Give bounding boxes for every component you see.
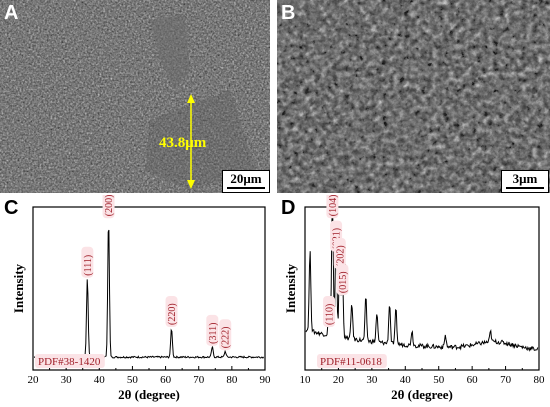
peak-label: (015) — [336, 264, 349, 296]
x-axis-label: 2θ (degree) — [118, 387, 180, 402]
xrd-chart-c: 20 30 40 50 60 70 80 90 2θ (degree) Intensity (111… — [11, 195, 272, 402]
x-tick-label: 80 — [226, 374, 238, 386]
scale-bar-b: 3μm — [501, 170, 549, 193]
peak-label-bg — [165, 296, 178, 327]
scale-line-b — [506, 187, 544, 189]
reference-label-bg — [317, 354, 387, 368]
peak-label-text: (200) — [104, 195, 115, 216]
panel-letter-c: C — [4, 197, 19, 219]
peak-label: (110) — [323, 296, 336, 327]
sem-texture-b — [277, 0, 550, 193]
scale-bar-a: 20μm — [222, 170, 270, 193]
sem-image-a: 43.8μm 20μm — [0, 0, 270, 193]
peak-label: (200) — [102, 195, 115, 219]
peak-label-bg — [206, 314, 219, 346]
x-tick-label: 30 — [366, 374, 378, 386]
x-tick-label: 50 — [433, 374, 445, 386]
x-tick-label: 20 — [28, 374, 40, 386]
panel-letter-a: A — [4, 2, 19, 24]
peak-label-bg — [81, 246, 94, 278]
measure-arrow — [187, 94, 195, 189]
x-tick-label: 20 — [333, 374, 345, 386]
x-tick-label: 40 — [400, 374, 412, 386]
reference-label-bg — [35, 354, 105, 368]
scale-label-b: 3μm — [512, 171, 538, 186]
peak-label: (111) — [81, 246, 94, 278]
xrd-chart-d: 10 20 30 40 50 60 70 80 2θ (degree) Intensity (110… — [283, 195, 546, 402]
scale-label-a: 20μm — [230, 171, 262, 186]
y-axis-label: Intensity — [283, 263, 298, 313]
peak-label-bg — [102, 195, 115, 219]
peak-label-text: (202) — [335, 245, 346, 267]
x-tick-label: 70 — [193, 374, 205, 386]
peak-label-bg — [333, 238, 346, 269]
x-tick-label: 90 — [260, 374, 272, 386]
y-axis-label: Intensity — [11, 263, 26, 313]
peak-label: (202) — [333, 238, 346, 269]
peak-label-bg — [336, 264, 349, 296]
sem-image-b: 3μm — [277, 0, 550, 193]
panel-letter-d: D — [281, 197, 296, 219]
peak-label-text: (104) — [328, 195, 339, 216]
peak-label: (104) — [326, 195, 339, 219]
x-tick-label: 70 — [500, 374, 512, 386]
peak-label-text: (110) — [325, 304, 336, 325]
scale-line-a — [227, 187, 265, 189]
peak-label-text: (220) — [167, 303, 178, 325]
measure-label: 43.8μm — [159, 135, 207, 151]
x-tick-label: 60 — [467, 374, 479, 386]
x-tick-label: 60 — [160, 374, 172, 386]
x-tick-label: 30 — [61, 374, 73, 386]
sem-texture-a — [0, 0, 270, 193]
peak-label: (311) — [206, 314, 219, 346]
reference-label: PDF#38-1420 — [38, 356, 101, 368]
x-tick-label: 40 — [94, 374, 106, 386]
x-tick-label: 50 — [127, 374, 139, 386]
peak-label-text: (222) — [221, 327, 232, 349]
peak-label-bg — [219, 319, 232, 351]
peak-label: (222) — [219, 319, 232, 351]
peak-label-bg — [323, 296, 336, 327]
peak-label-text: (015) — [338, 271, 349, 293]
peak-label-bg — [326, 195, 339, 219]
x-tick-label: 10 — [300, 374, 312, 386]
x-axis-label: 2θ (degree) — [391, 387, 453, 402]
reference-label: PDF#11-0618 — [320, 356, 382, 368]
peak-label-text: (311) — [208, 323, 219, 344]
peak-label-text: (111) — [83, 255, 94, 276]
diffraction-pattern — [305, 201, 539, 352]
panel-letter-b: B — [281, 2, 296, 24]
peak-label: (220) — [165, 296, 178, 327]
x-tick-label: 80 — [534, 374, 546, 386]
